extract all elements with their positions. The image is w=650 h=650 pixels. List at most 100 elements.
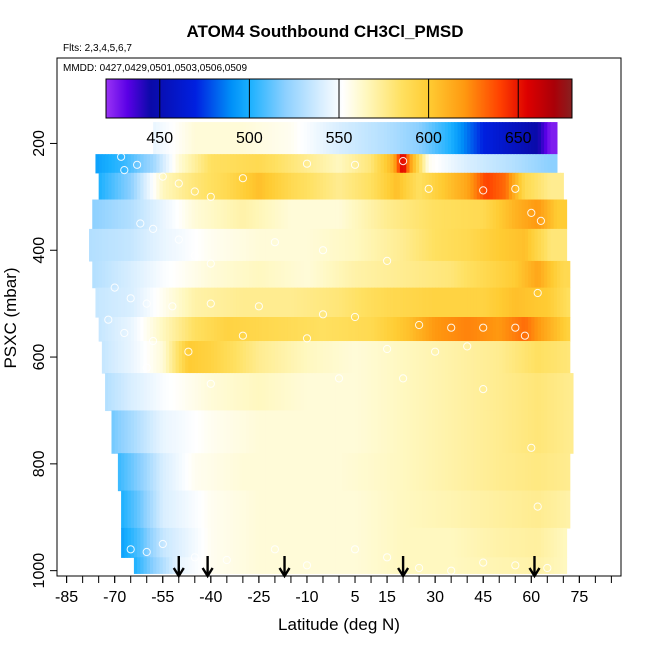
heat-cell — [553, 199, 558, 230]
heat-cell — [287, 317, 292, 342]
heat-cell — [390, 410, 395, 454]
heat-cell — [146, 341, 151, 374]
heat-cell — [105, 287, 109, 318]
heat-cell — [355, 172, 359, 201]
heat-cell — [467, 341, 471, 374]
heat-cell — [399, 260, 404, 289]
heat-cell — [316, 410, 321, 454]
heat-cell — [175, 453, 180, 492]
heat-cell — [284, 122, 289, 155]
heat-cell — [473, 260, 478, 289]
heat-cell — [332, 199, 337, 230]
heat-cell — [242, 410, 247, 454]
heat-cell — [239, 260, 244, 289]
heat-cell — [249, 341, 254, 374]
heat-cell — [233, 172, 238, 201]
heat-cell — [284, 172, 289, 201]
heat-cell — [358, 341, 363, 374]
heat-cell — [364, 373, 369, 412]
heat-cell — [172, 317, 177, 342]
heat-cell — [409, 453, 414, 492]
heat-cell — [345, 199, 350, 230]
heat-cell — [547, 341, 552, 374]
heat-cell — [383, 373, 388, 412]
heat-cell — [342, 490, 346, 529]
heat-cell — [111, 199, 116, 230]
heat-cell — [274, 287, 279, 318]
heat-cell — [470, 287, 475, 318]
heat-cell — [524, 557, 529, 574]
heat-cell — [556, 490, 561, 529]
heat-cell — [294, 557, 298, 574]
heat-cell — [364, 122, 369, 155]
heat-cell — [556, 527, 561, 558]
heat-cell — [521, 172, 526, 201]
heat-cell — [316, 453, 321, 492]
heat-cell — [153, 490, 157, 529]
heat-cell — [409, 260, 414, 289]
heat-cell — [521, 453, 526, 492]
colorbar-tick-label: 600 — [415, 130, 442, 147]
heat-cell — [271, 154, 276, 174]
heat-cell — [540, 154, 545, 174]
heat-cell — [364, 527, 369, 558]
heat-cell — [271, 317, 276, 342]
heat-cell — [316, 490, 321, 529]
heat-cell — [361, 490, 366, 529]
heat-cell — [140, 453, 145, 492]
heat-cell — [406, 122, 411, 155]
heat-cell — [223, 490, 228, 529]
y-tick-label: 200 — [31, 130, 48, 157]
heat-cell — [457, 453, 462, 492]
heat-cell — [121, 154, 125, 174]
heat-cell — [169, 228, 173, 262]
heat-cell — [534, 453, 539, 492]
heat-cell — [441, 260, 446, 289]
heat-cell — [518, 410, 523, 454]
heat-cell — [194, 172, 199, 201]
heat-cell — [496, 453, 500, 492]
sample-point — [270, 545, 279, 554]
heat-cell — [470, 373, 475, 412]
heat-cell — [399, 154, 404, 174]
heat-cell — [316, 317, 321, 342]
heat-cell — [204, 287, 209, 318]
sample-point — [334, 374, 344, 383]
heat-cell — [560, 453, 564, 492]
heat-cell — [425, 122, 430, 155]
heat-cell — [406, 527, 411, 558]
heat-cell — [438, 260, 443, 289]
heat-cell — [550, 453, 555, 492]
x-tick-label: 45 — [474, 589, 492, 606]
heat-cell — [201, 317, 205, 342]
heat-cell — [201, 260, 205, 289]
heat-cell — [345, 341, 350, 374]
heat-cell — [467, 317, 471, 342]
heat-cell — [149, 317, 154, 342]
heat-cell — [515, 527, 520, 558]
heat-cell — [181, 490, 186, 529]
heat-cell — [489, 341, 494, 374]
heat-cell — [191, 172, 196, 201]
heat-cell — [380, 228, 385, 262]
heat-cell — [290, 317, 295, 342]
heat-cell — [550, 373, 555, 412]
heat-cell — [422, 228, 427, 262]
heat-cell — [201, 154, 205, 174]
heat-cell — [457, 490, 462, 529]
heat-cell — [220, 287, 225, 318]
heat-cell — [281, 122, 286, 155]
flights-subtitle: Flts: 2,3,4,5,6,7 — [63, 43, 132, 54]
heat-cell — [239, 154, 244, 174]
heat-cell — [521, 199, 526, 230]
sample-point — [520, 331, 530, 340]
heat-cell — [322, 410, 327, 454]
heat-cell — [262, 410, 266, 454]
heat-cell — [172, 453, 177, 492]
heat-cell — [454, 557, 459, 574]
heat-cell — [393, 527, 398, 558]
heat-cell — [383, 228, 388, 262]
heat-cell — [451, 527, 455, 558]
heat-cell — [390, 341, 395, 374]
heat-cell — [351, 373, 356, 412]
